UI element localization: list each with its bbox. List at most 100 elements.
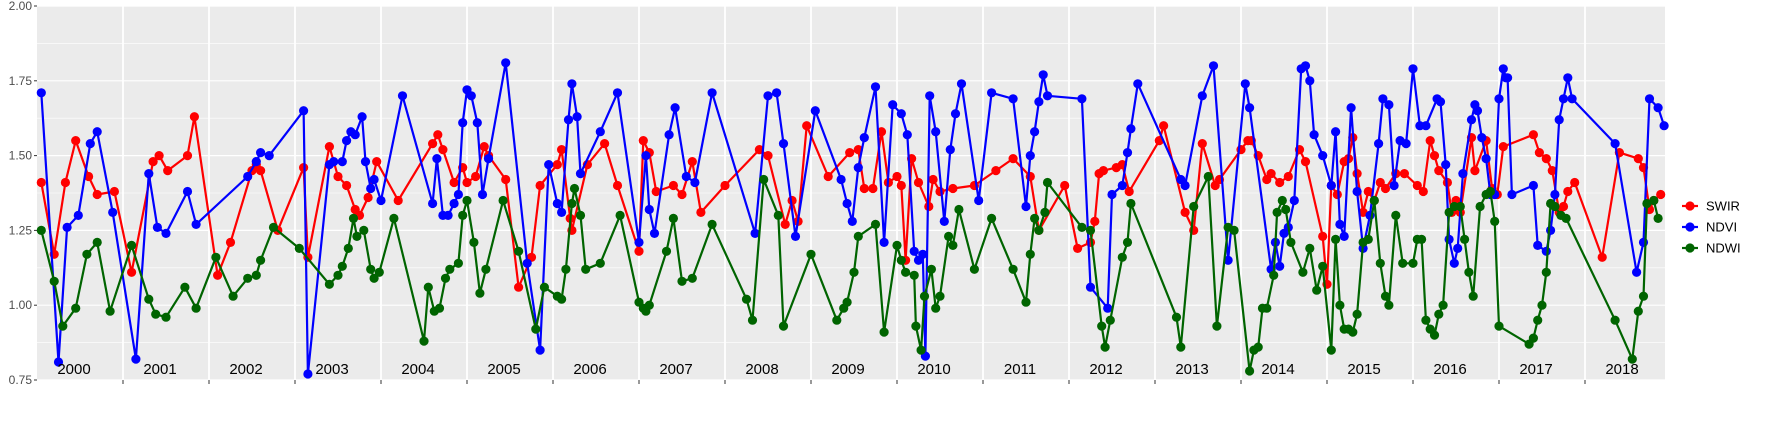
data-point-ndwi (1105, 315, 1115, 325)
data-point-ndwi (1421, 315, 1431, 325)
data-point-swir (501, 174, 511, 185)
data-point-ndvi (397, 91, 408, 101)
data-point-swir (535, 180, 545, 191)
data-point-ndwi (389, 213, 399, 223)
data-point-swir (109, 186, 119, 197)
data-point-swir (1528, 130, 1538, 140)
data-point-ndvi (161, 228, 171, 238)
data-point-ndvi (1300, 61, 1311, 71)
data-point-ndwi (144, 294, 154, 304)
data-point-ndwi (366, 264, 376, 274)
data-point-ndvi (1541, 246, 1551, 256)
data-point-ndwi (707, 219, 717, 229)
data-point-ndwi (1533, 315, 1543, 325)
data-point-ndvi (303, 369, 313, 379)
data-point-ndwi (1117, 252, 1127, 262)
data-point-ndwi (1642, 198, 1652, 209)
data-point-ndvi (1563, 73, 1573, 83)
data-point-swir (1418, 186, 1428, 197)
data-point-ndwi (343, 243, 353, 253)
year-label: 2010 (917, 361, 950, 378)
data-point-ndwi (1245, 366, 1255, 376)
data-point-ndwi (1277, 195, 1287, 206)
data-point-swir (71, 136, 81, 146)
data-point-swir (913, 177, 924, 188)
data-point-ndvi (572, 112, 582, 122)
data-point-ndvi (522, 258, 532, 268)
data-point-swir (948, 183, 958, 194)
data-point-ndwi (105, 306, 115, 316)
grid-lines (37, 5, 1665, 381)
data-point-swir (1318, 231, 1328, 241)
data-point-swir (1412, 180, 1422, 191)
data-point-swir (1633, 154, 1643, 164)
data-point-ndvi (369, 174, 379, 185)
data-point-ndwi (1627, 354, 1637, 364)
data-point-ndvi (483, 154, 494, 164)
data-point-ndwi (58, 321, 68, 331)
data-point-ndvi (750, 228, 760, 238)
legend-marker (1685, 243, 1695, 253)
data-point-ndvi (458, 118, 468, 128)
data-point-ndvi (925, 91, 935, 101)
data-point-ndwi (575, 210, 586, 220)
data-point-swir (92, 189, 102, 200)
data-point-ndwi (211, 252, 221, 262)
data-point-ndwi (475, 288, 485, 298)
data-point-ndvi (1318, 151, 1328, 161)
data-point-ndvi (918, 249, 928, 259)
data-point-ndvi (360, 157, 371, 167)
data-point-ndvi (1659, 121, 1669, 131)
data-point-ndwi (581, 264, 591, 274)
data-point-swir (1363, 186, 1373, 197)
data-point-swir (1534, 148, 1544, 158)
data-point-ndwi (1126, 198, 1136, 209)
legend-item-swir: SWIR (1682, 199, 1740, 214)
data-point-ndwi (369, 273, 379, 283)
data-point-ndwi (1318, 261, 1328, 271)
data-point-swir (1541, 154, 1551, 164)
data-point-ndvi (144, 169, 154, 179)
data-point-ndvi (1034, 97, 1044, 107)
data-point-ndwi (1176, 342, 1186, 352)
data-point-swir (1159, 121, 1169, 131)
data-point-ndwi (561, 264, 571, 274)
data-point-ndvi (1275, 261, 1285, 271)
data-point-ndvi (1507, 189, 1517, 200)
data-point-swir (163, 166, 173, 176)
data-point-ndvi (670, 103, 680, 113)
data-point-ndwi (1262, 303, 1272, 313)
data-point-ndvi (1389, 180, 1399, 191)
data-point-ndvi (251, 157, 261, 167)
data-point-ndvi (432, 154, 442, 164)
data-point-ndvi (945, 145, 955, 155)
data-point-swir (720, 180, 730, 191)
data-point-ndvi (1481, 154, 1491, 164)
data-point-ndwi (832, 315, 842, 325)
data-point-ndwi (49, 276, 59, 286)
data-point-ndwi (1352, 309, 1362, 319)
data-point-swir (363, 192, 373, 203)
data-point-swir (333, 171, 343, 182)
data-point-ndvi (428, 198, 438, 209)
data-point-ndwi (567, 198, 577, 209)
data-point-ndwi (71, 303, 81, 313)
data-point-ndvi (243, 171, 253, 182)
year-label: 2007 (659, 361, 692, 378)
data-point-swir (342, 180, 352, 191)
data-point-ndwi (1380, 291, 1391, 301)
data-point-ndwi (569, 183, 580, 194)
data-point-ndvi (182, 186, 193, 197)
data-point-ndwi (557, 294, 567, 304)
data-point-ndvi (1085, 282, 1096, 292)
data-point-ndvi (329, 157, 339, 167)
data-point-ndvi (1223, 255, 1233, 265)
data-point-ndvi (909, 246, 919, 256)
data-point-ndwi (615, 210, 625, 220)
data-point-ndvi (1421, 121, 1431, 131)
data-point-swir (324, 142, 334, 152)
data-point-swir (60, 177, 70, 188)
data-point-ndvi (870, 82, 881, 92)
data-point-swir (1425, 136, 1435, 146)
data-point-ndwi (948, 240, 958, 250)
